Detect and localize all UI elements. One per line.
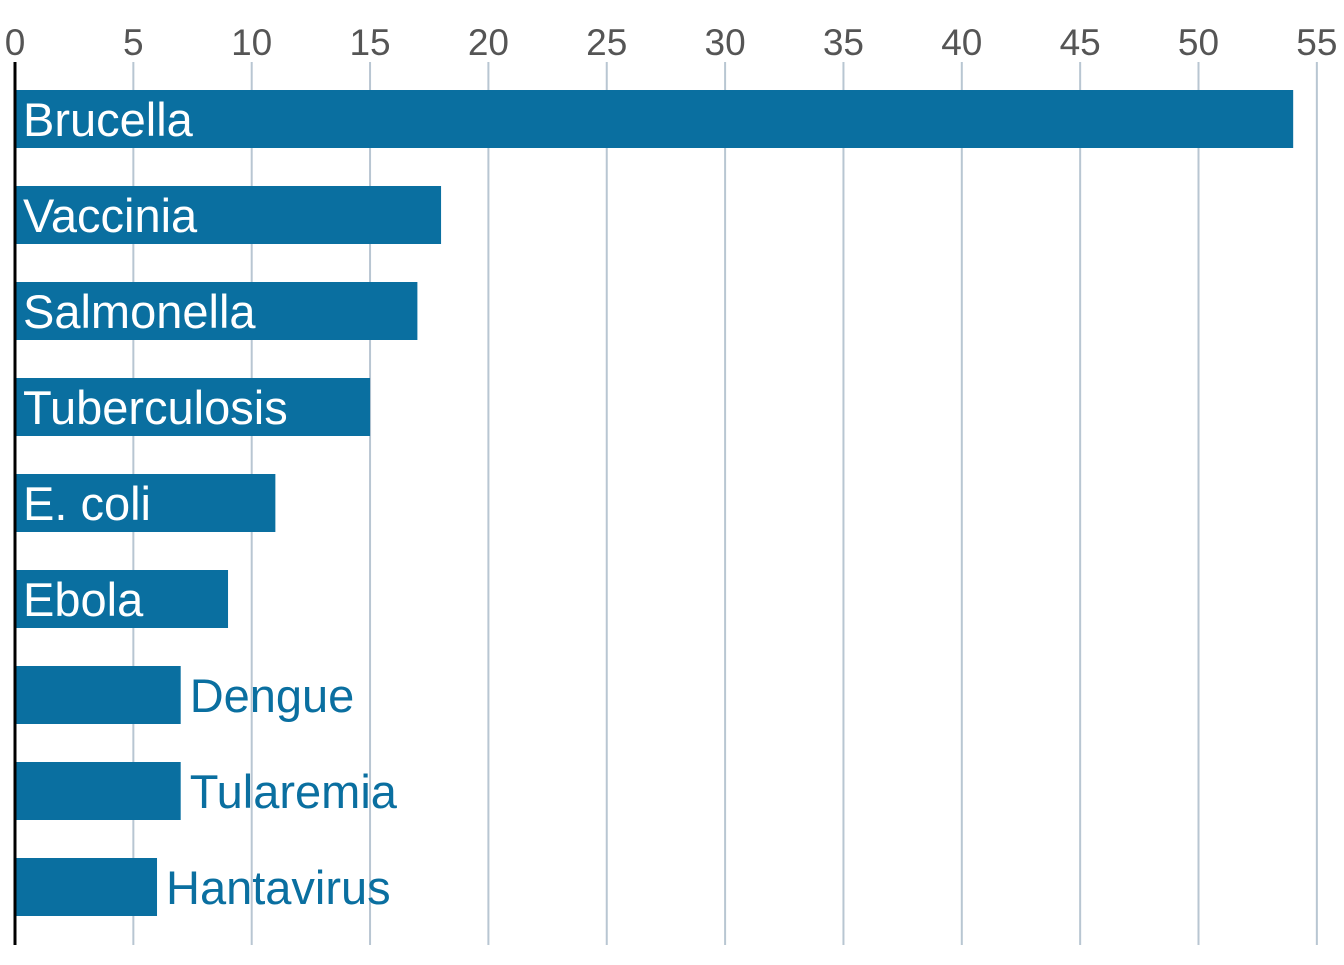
bar-hantavirus bbox=[15, 858, 158, 916]
bar-label-tularemia: Tularemia bbox=[190, 765, 398, 818]
x-tick-label-15: 15 bbox=[349, 22, 390, 63]
x-tick-label-55: 55 bbox=[1296, 22, 1337, 63]
bar-label-hantavirus: Hantavirus bbox=[166, 861, 391, 914]
bar-brucella bbox=[15, 90, 1294, 148]
bar-tuberculosis bbox=[15, 378, 371, 436]
x-tick-label-20: 20 bbox=[468, 22, 509, 63]
bars-layer bbox=[15, 90, 1294, 916]
bar-label-e-coli: E. coli bbox=[23, 477, 151, 530]
bar-ebola bbox=[15, 570, 229, 628]
bar-label-brucella: Brucella bbox=[23, 93, 194, 146]
bar-dengue bbox=[15, 666, 181, 724]
x-tick-label-35: 35 bbox=[823, 22, 864, 63]
x-tick-label-5: 5 bbox=[123, 22, 144, 63]
bar-label-salmonella: Salmonella bbox=[23, 285, 256, 338]
bar-label-ebola: Ebola bbox=[23, 573, 144, 626]
x-tick-label-50: 50 bbox=[1178, 22, 1219, 63]
bar-label-vaccinia: Vaccinia bbox=[23, 189, 198, 242]
bar-tularemia bbox=[15, 762, 181, 820]
bar-label-dengue: Dengue bbox=[190, 669, 355, 722]
bar-salmonella bbox=[15, 282, 418, 340]
bar-labels-layer: Brucella Vaccinia Salmonella Tuberculosis E.… bbox=[23, 93, 398, 914]
x-tick-label-0: 0 bbox=[5, 22, 26, 63]
x-tick-label-45: 45 bbox=[1060, 22, 1101, 63]
x-tick-label-25: 25 bbox=[586, 22, 627, 63]
x-tick-label-10: 10 bbox=[231, 22, 272, 63]
bar-label-tuberculosis: Tuberculosis bbox=[23, 381, 288, 434]
x-tick-label-30: 30 bbox=[705, 22, 746, 63]
bar-vaccinia bbox=[15, 186, 442, 244]
x-tick-label-40: 40 bbox=[941, 22, 982, 63]
x-axis-ticks: 0 5 10 15 20 25 30 35 40 45 50 55 bbox=[5, 22, 1338, 63]
bar-e-coli bbox=[15, 474, 276, 532]
